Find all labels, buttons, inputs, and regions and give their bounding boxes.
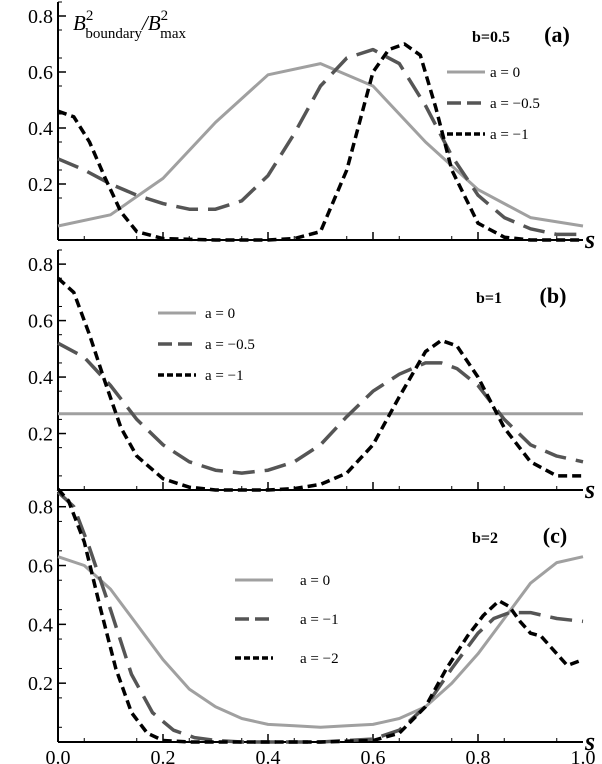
x-axis-label: s [584, 225, 595, 254]
panel-3: 0.20.40.60.80.0 0.2 0.4 0.6 0.8 1.0sa = 0a = … [28, 487, 596, 764]
y-tick-label: 0.2 [28, 424, 53, 446]
panel-letter: (b) [540, 283, 567, 308]
series-line-1 [57, 62, 584, 228]
legend-entry: a = −0.5 [205, 337, 255, 353]
legend-entry: a = −2 [300, 651, 339, 667]
legend-entry: a = −0.5 [490, 96, 540, 112]
legend: a = 0 a = −0.5 a = −1 [158, 306, 255, 384]
series-line-3 [56, 276, 583, 492]
y-tick-label: 0.4 [28, 118, 53, 140]
x-tick-label: 0.2 [151, 747, 176, 764]
y-tick-label: 0.6 [28, 62, 53, 84]
parameter-label: b=1 [476, 290, 502, 307]
series-line-1 [57, 555, 584, 729]
parameter-label: b=0.5 [472, 29, 510, 46]
y-tick-label: 0.6 [28, 311, 53, 333]
x-tick-label: 0.4 [256, 747, 281, 764]
y-tick-label: 0.4 [28, 367, 53, 389]
legend-entry: a = 0 [205, 306, 235, 322]
legend: a = 0 a = −1 a = −2 [235, 573, 339, 667]
x-tick-label: 0.8 [466, 747, 491, 764]
y-tick-label: 0.6 [28, 556, 53, 578]
legend: a = 0 a = −0.5 a = −1 [447, 65, 540, 143]
panel-letter: (c) [543, 523, 567, 548]
x-tick-label: 0.6 [361, 747, 386, 764]
series-line-3 [57, 42, 583, 242]
series-line-2 [57, 47, 583, 237]
y-tick-label: 0.8 [28, 6, 53, 28]
x-axis-label: s [584, 475, 595, 504]
x-tick-label: 0.0 [46, 747, 71, 764]
legend-entry: a = 0 [490, 65, 520, 81]
y-tick-label: 0.4 [28, 614, 53, 636]
panel-2: 0.2 0.4 0.6 0.8 s a = 0 a = −0.5 a = −1 b=1 (b) [28, 249, 595, 504]
y-tick-label: 0.8 [28, 254, 53, 276]
series-line-3 [56, 487, 584, 744]
legend-entry: a = −1 [205, 368, 244, 384]
series-line-2 [57, 341, 584, 475]
y-tick-label: 0.2 [28, 673, 53, 695]
panels-container: 0.2 0.4 0.6 0.8 s a = 0 a = −0.5 a = −1 b=0.5 (a)… [28, 1, 596, 764]
panel-1: 0.2 0.4 0.6 0.8 s a = 0 a = −0.5 a = −1 b=0.5 (a) [28, 1, 595, 254]
parameter-label: b=2 [472, 530, 498, 547]
y-tick-label: 0.2 [28, 174, 53, 196]
panel-letter: (a) [544, 22, 570, 47]
y-tick-label: 0.8 [28, 497, 53, 519]
x-axis-label: s [584, 727, 595, 756]
legend-entry: a = 0 [300, 573, 330, 589]
x-tick-label: 1.0 [571, 747, 596, 764]
legend-entry: a = −1 [490, 127, 529, 143]
legend-entry: a = −1 [300, 612, 339, 628]
y-axis-label: B2 boundary/B2 max [73, 8, 186, 42]
